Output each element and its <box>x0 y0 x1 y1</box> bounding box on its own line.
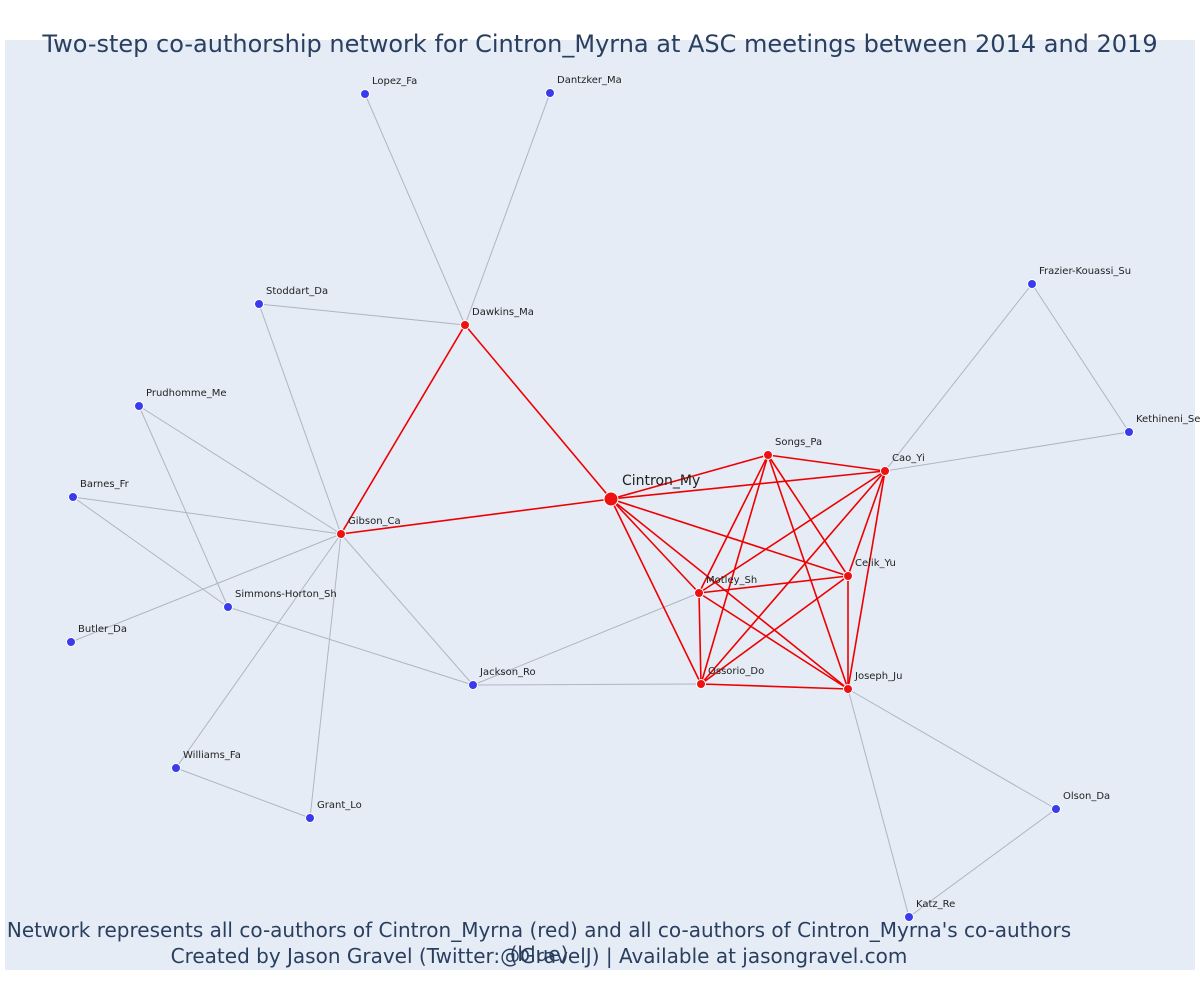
node-label-Dawkins_Ma: Dawkins_Ma <box>472 307 534 318</box>
node-label-Ossorio_Do: Ossorio_Do <box>708 666 764 677</box>
node-Songs_Pa[interactable] <box>763 450 773 460</box>
nodes-layer <box>66 88 1134 922</box>
edge-Gibson_Ca-Jackson_Ro <box>340 533 474 686</box>
edge-Frazier-Kouassi_Su-Kethineni_Se <box>1031 283 1130 433</box>
edge-Cintron_My-Joseph_Ju <box>610 498 849 690</box>
edge-Simmons-Horton_Sh-Jackson_Ro <box>227 606 474 686</box>
edge-Dawkins_Ma-Gibson_Ca <box>340 324 466 535</box>
edge-Dawkins_Ma-Dantzker_Ma <box>464 92 551 326</box>
node-label-Cao_Yi: Cao_Yi <box>892 453 925 464</box>
caption-credit: Created by Jason Gravel (Twitter:@Gravel… <box>170 944 908 968</box>
plot-background <box>5 40 1195 970</box>
edge-Motley_Sh-Jackson_Ro <box>472 592 700 686</box>
edge-Jackson_Ro-Ossorio_Do <box>472 683 702 686</box>
edge-Songs_Pa-Motley_Sh <box>698 454 769 594</box>
edge-Cintron_My-Cao_Yi <box>610 470 886 500</box>
node-Butler_Da[interactable] <box>66 637 76 647</box>
node-Barnes_Fr[interactable] <box>68 492 78 502</box>
node-Celik_Yu[interactable] <box>843 571 853 581</box>
edge-Songs_Pa-Celik_Yu <box>767 454 849 577</box>
node-Ossorio_Do[interactable] <box>696 679 706 689</box>
edge-Cintron_My-Motley_Sh <box>610 498 700 594</box>
caption-description: Network represents all co-authors of Cin… <box>6 918 1072 966</box>
node-Katz_Re[interactable] <box>904 912 914 922</box>
node-Grant_Lo[interactable] <box>305 813 315 823</box>
edge-Williams_Fa-Grant_Lo <box>175 767 311 819</box>
edge-Celik_Yu-Ossorio_Do <box>700 575 849 685</box>
node-Simmons-Horton_Sh[interactable] <box>223 602 233 612</box>
edge-Cintron_My-Ossorio_Do <box>610 498 702 685</box>
node-label-Simmons-Horton_Sh: Simmons-Horton_Sh <box>235 589 337 600</box>
node-label-Cintron_My: Cintron_My <box>622 473 700 489</box>
node-label-Frazier-Kouassi_Su: Frazier-Kouassi_Su <box>1039 266 1131 277</box>
node-label-Dantzker_Ma: Dantzker_Ma <box>557 75 622 86</box>
edge-Gibson_Ca-Barnes_Fr <box>72 496 342 535</box>
node-Olson_Da[interactable] <box>1051 804 1061 814</box>
edge-Dawkins_Ma-Stoddart_Da <box>258 303 466 326</box>
edge-Cao_Yi-Celik_Yu <box>847 470 886 577</box>
edge-Cintron_My-Songs_Pa <box>610 454 769 500</box>
edge-Songs_Pa-Joseph_Ju <box>767 454 849 690</box>
node-label-Celik_Yu: Celik_Yu <box>855 558 896 569</box>
labels-layer: Cintron_My Songs_Pa Cao_Yi Celik_Yu Motley_S… <box>78 75 1200 910</box>
node-label-Jackson_Ro: Jackson_Ro <box>479 667 536 678</box>
edge-Cintron_My-Dawkins_Ma <box>464 324 612 500</box>
edge-Cintron_My-Celik_Yu <box>610 498 849 577</box>
node-Cao_Yi[interactable] <box>880 466 890 476</box>
node-label-Butler_Da: Butler_Da <box>78 624 127 635</box>
chart-title: Two-step co-authorship network for Cintr… <box>42 30 1158 58</box>
edge-Gibson_Ca-Grant_Lo <box>309 533 342 819</box>
node-Motley_Sh[interactable] <box>694 588 704 598</box>
edge-Ossorio_Do-Joseph_Ju <box>700 683 849 690</box>
edge-Motley_Sh-Joseph_Ju <box>698 592 849 690</box>
node-label-Gibson_Ca: Gibson_Ca <box>348 516 401 527</box>
node-Prudhomme_Me[interactable] <box>134 401 144 411</box>
node-Dantzker_Ma[interactable] <box>545 88 555 98</box>
node-label-Joseph_Ju: Joseph_Ju <box>854 671 902 682</box>
edge-Joseph_Ju-Katz_Re <box>847 688 910 918</box>
node-Gibson_Ca[interactable] <box>336 529 346 539</box>
node-Dawkins_Ma[interactable] <box>460 320 470 330</box>
edge-Olson_Da-Katz_Re <box>908 808 1057 918</box>
node-label-Williams_Fa: Williams_Fa <box>183 750 241 761</box>
edge-Gibson_Ca-Butler_Da <box>70 533 342 643</box>
edge-Joseph_Ju-Olson_Da <box>847 688 1057 810</box>
node-label-Katz_Re: Katz_Re <box>916 899 955 910</box>
node-Stoddart_Da[interactable] <box>254 299 264 309</box>
edges-layer <box>70 92 1130 918</box>
edge-Gibson_Ca-Stoddart_Da <box>258 303 342 535</box>
node-label-Barnes_Fr: Barnes_Fr <box>80 479 130 490</box>
edge-Gibson_Ca-Prudhomme_Me <box>138 405 342 535</box>
node-Cintron_My[interactable] <box>603 491 619 507</box>
node-label-Songs_Pa: Songs_Pa <box>775 437 822 448</box>
edge-Cao_Yi-Motley_Sh <box>698 470 886 594</box>
edge-Prudhomme_Me-Simmons-Horton_Sh <box>138 405 229 608</box>
node-Jackson_Ro[interactable] <box>468 680 478 690</box>
node-label-Lopez_Fa: Lopez_Fa <box>372 76 417 87</box>
edge-Cao_Yi-Ossorio_Do <box>700 470 886 685</box>
edge-Cao_Yi-Frazier-Kouassi_Su <box>884 283 1033 472</box>
edge-Motley_Sh-Ossorio_Do <box>698 592 702 685</box>
node-label-Prudhomme_Me: Prudhomme_Me <box>146 388 227 399</box>
edge-Cao_Yi-Joseph_Ju <box>847 470 886 690</box>
edge-Cintron_My-Gibson_Ca <box>340 498 612 535</box>
edge-Cao_Yi-Kethineni_Se <box>884 431 1130 472</box>
node-label-Motley_Sh: Motley_Sh <box>706 575 757 586</box>
node-label-Stoddart_Da: Stoddart_Da <box>266 286 328 297</box>
node-label-Olson_Da: Olson_Da <box>1063 791 1110 802</box>
node-Joseph_Ju[interactable] <box>843 684 853 694</box>
edge-Songs_Pa-Cao_Yi <box>767 454 886 472</box>
node-label-Grant_Lo: Grant_Lo <box>317 800 362 811</box>
node-label-Kethineni_Se: Kethineni_Se <box>1136 414 1200 425</box>
edge-Gibson_Ca-Williams_Fa <box>175 533 342 769</box>
edge-Barnes_Fr-Simmons-Horton_Sh <box>72 496 229 608</box>
node-Kethineni_Se[interactable] <box>1124 427 1134 437</box>
edge-Celik_Yu-Motley_Sh <box>698 575 849 594</box>
node-Williams_Fa[interactable] <box>171 763 181 773</box>
edge-Dawkins_Ma-Lopez_Fa <box>364 93 466 326</box>
node-Frazier-Kouassi_Su[interactable] <box>1027 279 1037 289</box>
node-Lopez_Fa[interactable] <box>360 89 370 99</box>
